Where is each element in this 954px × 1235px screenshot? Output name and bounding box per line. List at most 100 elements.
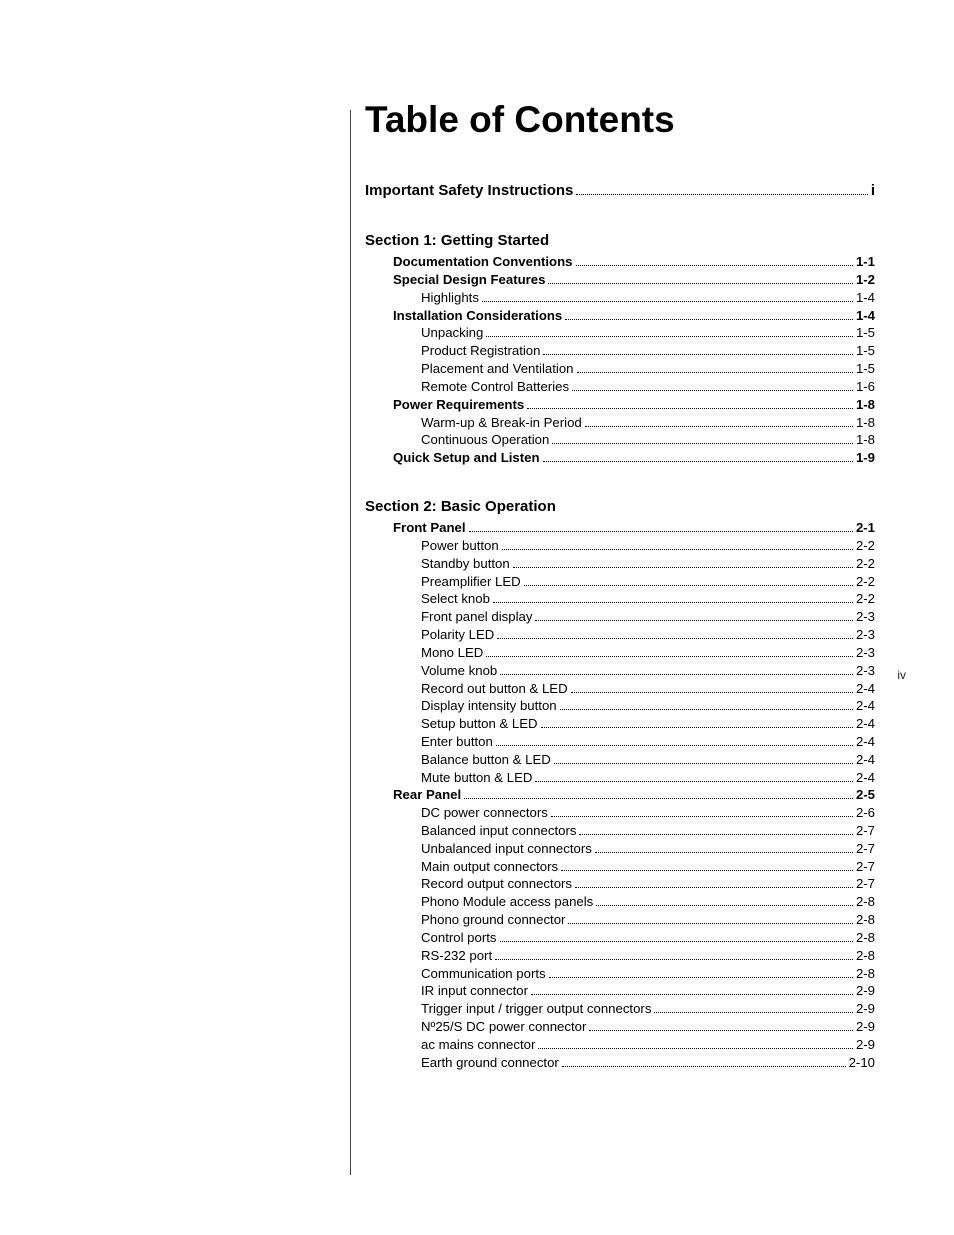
toc-label: Front panel display <box>421 608 532 626</box>
toc-entry: Product Registration1-5 <box>365 342 875 360</box>
toc-leader-dots <box>538 1039 853 1049</box>
toc-label: Continuous Operation <box>421 431 549 449</box>
toc-leader-dots <box>568 914 852 924</box>
toc-label: Remote Control Batteries <box>421 378 569 396</box>
toc-page-number: 2-9 <box>856 1018 875 1036</box>
toc-entry: Power Requirements1-8 <box>365 396 875 414</box>
toc-page-number: 2-4 <box>856 733 875 751</box>
toc-entry: Rear Panel 2-5 <box>365 786 875 804</box>
toc-leader-dots <box>495 949 853 959</box>
toc-label: Product Registration <box>421 342 540 360</box>
toc-leader-dots <box>585 416 853 426</box>
toc-entry: ac mains connector2-9 <box>365 1036 875 1054</box>
toc-page-number: 2-2 <box>856 573 875 591</box>
toc-leader-dots <box>577 363 853 373</box>
toc-leader-dots <box>500 664 853 674</box>
toc-label: Highlights <box>421 289 479 307</box>
toc-leader-dots <box>565 309 853 319</box>
toc-label: Display intensity button <box>421 697 557 715</box>
toc-leader-dots <box>571 682 853 692</box>
toc-entry: Special Design Features1-2 <box>365 271 875 289</box>
toc-leader-dots <box>654 1003 853 1013</box>
toc-leader-dots <box>486 647 853 657</box>
toc-label: Power button <box>421 537 499 555</box>
toc-page-number: 2-4 <box>856 751 875 769</box>
toc-leader-dots <box>543 452 853 462</box>
toc-entry: Display intensity button 2-4 <box>365 697 875 715</box>
toc-page-number: 2-3 <box>856 608 875 626</box>
toc-label: IR input connector <box>421 982 528 1000</box>
toc-entry: DC power connectors2-6 <box>365 804 875 822</box>
toc-page-number: 2-2 <box>856 590 875 608</box>
toc-entry: Record out button & LED2-4 <box>365 680 875 698</box>
vertical-rule <box>350 110 351 1175</box>
toc-entry: Nº25/S DC power connector 2-9 <box>365 1018 875 1036</box>
toc-label: ac mains connector <box>421 1036 535 1054</box>
toc-leader-dots <box>513 558 853 568</box>
toc-entry: Important Safety Instructionsi <box>365 181 875 201</box>
toc-leader-dots <box>562 1056 846 1066</box>
toc-leader-dots <box>535 611 853 621</box>
toc-page-number: 1-1 <box>856 253 875 271</box>
toc-page-number: 2-8 <box>856 965 875 983</box>
toc-page-number: 2-7 <box>856 840 875 858</box>
toc-page-number: 1-9 <box>856 449 875 467</box>
toc-leader-dots <box>579 825 853 835</box>
toc-leader-dots <box>595 843 853 853</box>
toc-page-number: 2-4 <box>856 697 875 715</box>
toc-label: Balance button & LED <box>421 751 551 769</box>
toc-leader-dots <box>524 575 853 585</box>
toc-leader-dots <box>464 789 853 799</box>
toc-leader-dots <box>589 1021 853 1031</box>
toc-page-number: 2-8 <box>856 947 875 965</box>
toc-label: Quick Setup and Listen <box>393 449 540 467</box>
toc-entry: Phono Module access panels 2-8 <box>365 893 875 911</box>
page-title: Table of Contents <box>365 100 875 141</box>
toc-label: Special Design Features <box>393 271 545 289</box>
toc-entry: Communication ports 2-8 <box>365 965 875 983</box>
toc-label: Power Requirements <box>393 396 524 414</box>
toc-entry: IR input connector2-9 <box>365 982 875 1000</box>
toc-label: Mono LED <box>421 644 483 662</box>
toc-label: Unbalanced input connectors <box>421 840 592 858</box>
toc-label: Installation Considerations <box>393 307 562 325</box>
toc-label: Section 2: Basic Operation <box>365 497 556 517</box>
toc-entry: Setup button & LED2-4 <box>365 715 875 733</box>
toc-entry: Unpacking1-5 <box>365 324 875 342</box>
toc-label: Front Panel <box>393 519 466 537</box>
toc-entry: Record output connectors2-7 <box>365 875 875 893</box>
toc-label: Rear Panel <box>393 786 461 804</box>
toc-page-number: 2-2 <box>856 537 875 555</box>
toc-leader-dots <box>502 540 853 550</box>
toc-page-number: 2-7 <box>856 875 875 893</box>
toc-label: Volume knob <box>421 662 497 680</box>
toc-entry: Select knob2-2 <box>365 590 875 608</box>
toc-label: Nº25/S DC power connector <box>421 1018 586 1036</box>
toc-entry: Enter button2-4 <box>365 733 875 751</box>
toc-leader-dots <box>497 629 853 639</box>
toc-label: Balanced input connectors <box>421 822 576 840</box>
toc-entry: Mute button & LED2-4 <box>365 769 875 787</box>
toc-leader-dots <box>469 522 853 532</box>
toc-entry: Mono LED2-3 <box>365 644 875 662</box>
toc-entry: Power button 2-2 <box>365 537 875 555</box>
toc-label: Setup button & LED <box>421 715 538 733</box>
toc-page-number: 2-8 <box>856 893 875 911</box>
toc-label: Earth ground connector <box>421 1054 559 1072</box>
page: Table of Contents Important Safety Instr… <box>0 0 954 1235</box>
toc-label: Preamplifier LED <box>421 573 521 591</box>
toc-label: Communication ports <box>421 965 546 983</box>
toc-entry: Standby button2-2 <box>365 555 875 573</box>
toc-entry: Front Panel2-1 <box>365 519 875 537</box>
toc-entry: Earth ground connector2-10 <box>365 1054 875 1072</box>
toc-page-number: 2-5 <box>856 786 875 804</box>
toc-leader-dots <box>541 718 853 728</box>
toc-entry: Volume knob2-3 <box>365 662 875 680</box>
toc-leader-dots <box>596 896 853 906</box>
toc-entry: Documentation Conventions1-1 <box>365 253 875 271</box>
toc-label: DC power connectors <box>421 804 548 822</box>
toc-entry: Installation Considerations1-4 <box>365 307 875 325</box>
toc-label: Mute button & LED <box>421 769 532 787</box>
toc-entry: Section 1: Getting Started <box>365 231 875 251</box>
toc-label: Phono Module access panels <box>421 893 593 911</box>
